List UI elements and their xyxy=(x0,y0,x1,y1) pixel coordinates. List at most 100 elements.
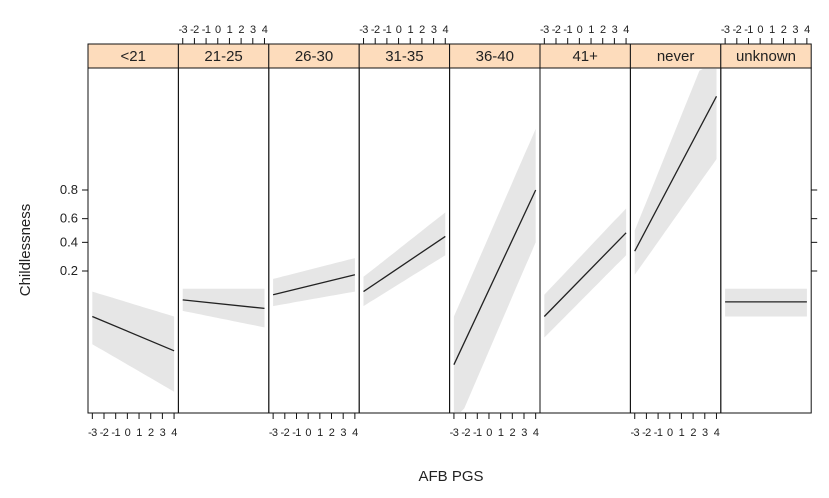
fit-line-3640 xyxy=(453,189,537,365)
x-tick-label: -3 xyxy=(540,24,549,36)
x-tick-label: -3 xyxy=(178,24,187,36)
x-tick-label: 2 xyxy=(781,24,787,36)
x-tick-label: 2 xyxy=(690,427,696,439)
x-tick-label: 4 xyxy=(533,427,539,439)
x-tick-label: 1 xyxy=(317,427,323,439)
x-tick-label: 1 xyxy=(227,24,233,36)
strip-label-41: 41+ xyxy=(572,48,598,65)
x-tick-label: -3 xyxy=(450,427,459,439)
strip-headers: <21 21-25 26-30 31-35 36-40 41+ never unknown xyxy=(87,43,812,69)
x-tick-label: -1 xyxy=(744,24,753,36)
strip-label-3135: 31-35 xyxy=(385,48,423,65)
x-tick-label: 0 xyxy=(577,24,583,36)
panel-frame-2125 xyxy=(177,67,270,414)
axis-ticks: -3 -2 -1 0 1 2 3 4-3 -2 -1 0 1 2 3 4-3 -2 -1 0 1 2 3 4-3 -2 -1 0… xyxy=(60,24,818,439)
y-axis-title: Childlessness xyxy=(17,204,34,297)
x-tick-label: 4 xyxy=(262,24,268,36)
x-tick-label: 1 xyxy=(769,24,775,36)
x-tick-label: -1 xyxy=(473,427,482,439)
strip-2125 xyxy=(177,43,270,69)
x-tick-label: 1 xyxy=(407,24,413,36)
fit-line-never xyxy=(634,95,718,252)
x-tick-label: 3 xyxy=(702,427,708,439)
x-tick-label: 2 xyxy=(329,427,335,439)
x-tick-label: 0 xyxy=(125,427,131,439)
strip-never xyxy=(629,43,722,69)
x-tick-label: 3 xyxy=(250,24,256,36)
x-tick-label: 2 xyxy=(419,24,425,36)
strip-label-2630: 26-30 xyxy=(295,48,333,65)
x-tick-label: -1 xyxy=(202,24,211,36)
x-tick-label: 1 xyxy=(588,24,594,36)
x-tick-label: -2 xyxy=(281,427,290,439)
strip-label-2125: 21-25 xyxy=(204,48,242,65)
x-axis-title: AFB PGS xyxy=(418,468,483,485)
x-tick-label: -3 xyxy=(630,427,639,439)
fit-lines xyxy=(92,95,807,365)
x-tick-label: -2 xyxy=(190,24,199,36)
x-tick-label: -1 xyxy=(383,24,392,36)
y-tick-label: 0.4 xyxy=(60,234,78,249)
x-tick-label: 1 xyxy=(136,427,142,439)
x-tick-label: 3 xyxy=(431,24,437,36)
strip-21 xyxy=(87,43,179,69)
strip-unknown xyxy=(720,43,812,69)
x-tick-label: 2 xyxy=(600,24,606,36)
x-tick-label: 0 xyxy=(396,24,402,36)
x-tick-label: 3 xyxy=(521,427,527,439)
x-tick-label: 3 xyxy=(160,427,166,439)
x-tick-label: -2 xyxy=(642,427,651,439)
x-tick-label: 0 xyxy=(486,427,492,439)
panel-frame-unknown xyxy=(720,67,812,414)
strip-label-3640: 36-40 xyxy=(476,48,514,65)
x-tick-label: -2 xyxy=(733,24,742,36)
strip-3640 xyxy=(449,43,541,69)
ci-band-unknown xyxy=(725,288,807,317)
ci-band-41 xyxy=(544,208,627,338)
x-tick-label: 1 xyxy=(498,427,504,439)
x-tick-label: -2 xyxy=(100,427,109,439)
x-tick-label: 0 xyxy=(305,427,311,439)
x-tick-label: 1 xyxy=(679,427,685,439)
fit-line-41 xyxy=(543,232,627,317)
x-tick-label: 2 xyxy=(148,427,154,439)
fit-line-2630 xyxy=(272,274,356,296)
x-tick-label: 4 xyxy=(352,427,358,439)
ci-band-3640 xyxy=(453,128,536,412)
ci-band-3135 xyxy=(363,212,446,307)
x-tick-label: 3 xyxy=(612,24,618,36)
confidence-bands xyxy=(92,69,807,412)
x-tick-label: -3 xyxy=(269,427,278,439)
y-tick-label: 0.2 xyxy=(60,263,78,278)
x-tick-label: -2 xyxy=(461,427,470,439)
ci-band-2125 xyxy=(182,288,265,328)
x-tick-label: -3 xyxy=(359,24,368,36)
x-tick-label: 3 xyxy=(340,427,346,439)
x-tick-label: 4 xyxy=(171,427,177,439)
x-tick-label: 2 xyxy=(510,427,516,439)
x-tick-label: -1 xyxy=(292,427,301,439)
x-tick-label: 3 xyxy=(792,24,798,36)
ci-band-never xyxy=(634,69,717,275)
x-tick-label: 4 xyxy=(804,24,810,36)
fit-line-3135 xyxy=(363,235,446,293)
x-tick-label: -1 xyxy=(563,24,572,36)
ci-band-2630 xyxy=(273,258,355,307)
x-tick-label: -3 xyxy=(721,24,730,36)
x-tick-label: 0 xyxy=(667,427,673,439)
x-tick-label: 4 xyxy=(714,427,720,439)
x-tick-label: 0 xyxy=(215,24,221,36)
x-tick-label: 4 xyxy=(442,24,448,36)
ci-band-21 xyxy=(92,291,175,392)
x-tick-label: 0 xyxy=(757,24,763,36)
y-tick-label: 0.6 xyxy=(60,211,78,226)
fit-line-21 xyxy=(92,315,175,352)
x-tick-label: -2 xyxy=(552,24,561,36)
x-tick-label: 4 xyxy=(623,24,629,36)
x-tick-label: -3 xyxy=(88,427,97,439)
x-tick-label: 2 xyxy=(238,24,244,36)
x-tick-label: -1 xyxy=(654,427,663,439)
y-tick-label: 0.8 xyxy=(60,182,78,197)
strip-label-21: <21 xyxy=(120,48,145,65)
